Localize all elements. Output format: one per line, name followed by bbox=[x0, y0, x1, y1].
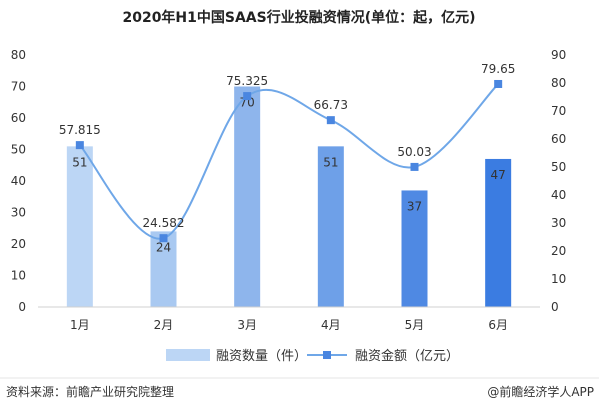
left-axis: 0 10 20 30 40 50 60 70 80 bbox=[11, 48, 26, 314]
left-axis-tick-label: 10 bbox=[11, 269, 26, 283]
line-value-label: 50.03 bbox=[397, 145, 431, 159]
line-value-label: 66.73 bbox=[314, 98, 348, 112]
x-axis-tick-label: 5月 bbox=[405, 318, 425, 332]
line-marker bbox=[494, 79, 503, 88]
left-axis-tick-label: 30 bbox=[11, 206, 26, 220]
right-axis-tick-label: 40 bbox=[551, 188, 566, 202]
right-axis-tick-label: 20 bbox=[551, 244, 566, 258]
bar bbox=[150, 231, 177, 307]
line-value-labels: 57.815 24.582 75.325 66.73 50.03 79.65 bbox=[59, 62, 516, 230]
bar-value-label: 24 bbox=[156, 240, 171, 254]
right-axis-tick-label: 0 bbox=[551, 300, 559, 314]
right-axis-tick-label: 30 bbox=[551, 216, 566, 230]
footer-brand: @前瞻经济学人APP bbox=[487, 384, 594, 399]
legend-line-marker bbox=[323, 351, 331, 359]
bar-series bbox=[66, 86, 512, 307]
bar bbox=[401, 190, 428, 307]
x-axis-tick-label: 4月 bbox=[321, 318, 341, 332]
bar-value-label: 47 bbox=[491, 168, 506, 182]
chart-title: 2020年H1中国SAAS行业投融资情况(单位：起，亿元) bbox=[122, 9, 475, 26]
line-value-label: 24.582 bbox=[143, 216, 185, 230]
x-axis-tick-label: 6月 bbox=[488, 318, 508, 332]
left-axis-tick-label: 50 bbox=[11, 143, 26, 157]
x-axis-tick-label: 2月 bbox=[154, 318, 174, 332]
bar bbox=[66, 146, 93, 307]
x-axis-tick-label: 3月 bbox=[237, 318, 257, 332]
line-value-label: 75.325 bbox=[226, 74, 268, 88]
bar-value-label: 51 bbox=[72, 155, 87, 169]
legend-line-label: 融资金额（亿元） bbox=[355, 348, 459, 364]
left-axis-tick-label: 60 bbox=[11, 111, 26, 125]
line-marker bbox=[410, 162, 419, 171]
line-series bbox=[75, 79, 503, 243]
bar bbox=[234, 86, 261, 307]
line-value-label: 79.65 bbox=[481, 62, 515, 76]
right-axis-tick-label: 50 bbox=[551, 160, 566, 174]
line-path bbox=[79, 83, 499, 240]
legend-bar-label: 融资数量（件） bbox=[216, 349, 307, 364]
bar bbox=[485, 158, 512, 307]
line-marker bbox=[326, 116, 335, 125]
line-marker bbox=[159, 234, 168, 243]
left-axis-tick-label: 20 bbox=[11, 237, 26, 251]
line-value-label: 57.815 bbox=[59, 123, 101, 137]
bar bbox=[317, 146, 344, 307]
right-axis: 0 10 20 30 40 50 60 70 80 90 bbox=[551, 48, 566, 314]
left-axis-tick-label: 40 bbox=[11, 174, 26, 188]
x-axis-tick-label: 1月 bbox=[70, 318, 90, 332]
bar-value-label: 51 bbox=[323, 155, 338, 169]
right-axis-tick-label: 70 bbox=[551, 104, 566, 118]
left-axis-tick-label: 0 bbox=[18, 300, 26, 314]
bar-value-label: 37 bbox=[407, 199, 422, 213]
right-axis-tick-label: 10 bbox=[551, 272, 566, 286]
legend-bar-swatch bbox=[166, 349, 210, 361]
footer-source: 资料来源：前瞻产业研究院整理 bbox=[6, 384, 174, 399]
legend: 融资数量（件） 融资金额（亿元） bbox=[166, 348, 459, 364]
line-marker bbox=[75, 141, 84, 150]
x-axis: 1月 2月 3月 4月 5月 6月 bbox=[38, 306, 540, 332]
right-axis-tick-label: 90 bbox=[551, 48, 566, 62]
left-axis-tick-label: 80 bbox=[11, 48, 26, 62]
right-axis-tick-label: 80 bbox=[551, 76, 566, 90]
right-axis-tick-label: 60 bbox=[551, 132, 566, 146]
line-marker bbox=[243, 92, 252, 101]
left-axis-tick-label: 70 bbox=[11, 80, 26, 94]
